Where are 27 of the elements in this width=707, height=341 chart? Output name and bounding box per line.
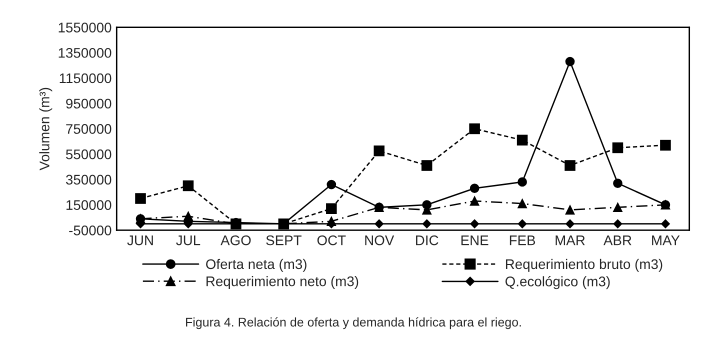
x-tick-label: MAY xyxy=(652,236,680,246)
legend-label: Requerimiento bruto (m3) xyxy=(506,258,662,272)
x-tick-label: FEB xyxy=(510,236,536,246)
y-tick-label: 750000 xyxy=(66,124,112,134)
y-tick-label: 550000 xyxy=(66,149,112,160)
y-tick-label: 1550000 xyxy=(58,22,112,32)
x-tick-label: ENE xyxy=(461,236,488,246)
y-tick-label: 150000 xyxy=(66,200,112,210)
y-tick-label: -50000 xyxy=(69,226,112,236)
x-tick-label: AGO xyxy=(220,235,251,246)
legend-label: Q.ecológico (m3) xyxy=(506,276,610,290)
x-tick-label: JUN xyxy=(127,236,153,246)
y-tick-label: 950000 xyxy=(66,98,112,109)
y-axis-title: Volumen (m³) xyxy=(39,88,52,170)
x-tick-label: ABR xyxy=(603,236,632,246)
y-tick-label: 1350000 xyxy=(58,48,112,58)
legend-label: Requerimiento neto (m3) xyxy=(206,276,358,289)
x-tick-label: NOV xyxy=(365,235,394,246)
x-tick-label: DIC xyxy=(416,235,438,246)
x-tick-label: OCT xyxy=(317,235,346,246)
x-tick-label: JUL xyxy=(176,236,200,246)
x-tick-label: SEPT xyxy=(266,235,302,246)
y-tick-label: 350000 xyxy=(66,174,112,185)
y-tick-label: 1150000 xyxy=(60,73,112,84)
text: Figura 4. Relación de oferta y demanda hídrica para el riego. xyxy=(186,317,521,330)
legend-label: Oferta neta (m3) xyxy=(206,258,306,272)
x-tick-label: MAR xyxy=(556,236,585,246)
